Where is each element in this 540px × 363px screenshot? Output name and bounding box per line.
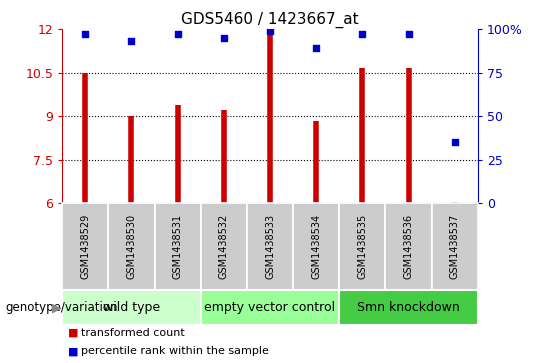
Point [358, 31, 367, 37]
Bar [293, 203, 339, 290]
Text: GSM1438529: GSM1438529 [80, 214, 90, 280]
Text: GSM1438533: GSM1438533 [265, 214, 275, 280]
Bar [201, 290, 339, 325]
Point [127, 38, 136, 44]
Text: GSM1438531: GSM1438531 [173, 214, 183, 280]
Point [404, 31, 413, 37]
Text: ■: ■ [68, 346, 78, 356]
Text: GSM1438535: GSM1438535 [357, 214, 367, 280]
Title: GDS5460 / 1423667_at: GDS5460 / 1423667_at [181, 12, 359, 28]
Text: percentile rank within the sample: percentile rank within the sample [81, 346, 269, 356]
Point [81, 31, 90, 37]
Text: GSM1438532: GSM1438532 [219, 214, 229, 280]
Bar [154, 203, 201, 290]
Bar [247, 203, 293, 290]
Bar [62, 203, 109, 290]
Bar [109, 203, 154, 290]
Bar [62, 290, 201, 325]
Text: transformed count: transformed count [81, 328, 185, 338]
Point [266, 28, 274, 34]
Text: ▶: ▶ [52, 301, 62, 314]
Text: genotype/variation: genotype/variation [5, 301, 118, 314]
Text: ■: ■ [68, 328, 78, 338]
Point [312, 45, 321, 51]
Text: GSM1438536: GSM1438536 [403, 214, 414, 280]
Point [173, 31, 182, 37]
Text: GSM1438537: GSM1438537 [450, 214, 460, 280]
Bar [386, 203, 431, 290]
Text: wild type: wild type [103, 301, 160, 314]
Bar [201, 203, 247, 290]
Text: GSM1438534: GSM1438534 [311, 214, 321, 280]
Bar [339, 290, 478, 325]
Text: empty vector control: empty vector control [205, 301, 335, 314]
Point [219, 35, 228, 41]
Text: Smn knockdown: Smn knockdown [357, 301, 460, 314]
Text: GSM1438530: GSM1438530 [126, 214, 137, 280]
Bar [339, 203, 386, 290]
Bar [431, 203, 478, 290]
Point [450, 139, 459, 145]
